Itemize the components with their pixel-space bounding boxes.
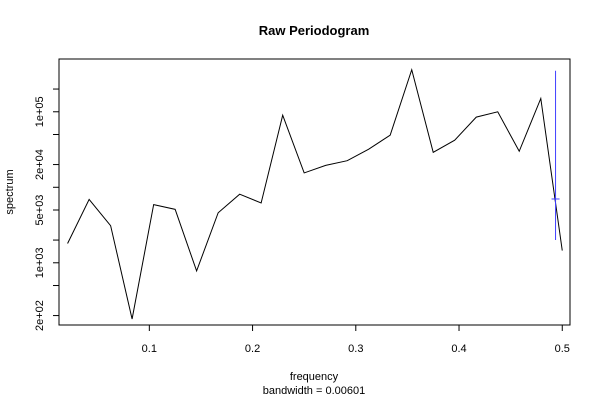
y-axis-label: spectrum bbox=[4, 169, 16, 214]
x-tick-label: 0.2 bbox=[245, 343, 260, 355]
x-tick-label: 0.1 bbox=[142, 343, 157, 355]
y-tick-label: 1e+05 bbox=[34, 96, 46, 127]
x-tick-label: 0.3 bbox=[348, 343, 363, 355]
plot-area-frame bbox=[58, 58, 571, 326]
spectrum-series-line bbox=[67, 68, 563, 320]
y-tick-label: 1e+03 bbox=[34, 247, 46, 278]
y-tick-label: 2e+02 bbox=[34, 300, 46, 331]
chart-title: Raw Periodogram bbox=[259, 23, 370, 38]
confidence-interval-bar bbox=[551, 70, 560, 241]
y-tick-label: 5e+03 bbox=[34, 195, 46, 226]
bandwidth-subtitle: bandwidth = 0.00601 bbox=[263, 385, 365, 397]
y-tick-label: 2e+04 bbox=[34, 149, 46, 180]
x-axis: 0.1 0.2 0.3 0.4 0.5 bbox=[142, 325, 570, 355]
x-tick-label: 0.5 bbox=[555, 343, 570, 355]
y-axis: 2e+02 1e+03 5e+03 2e+04 1e+05 bbox=[34, 88, 59, 331]
x-tick-label: 0.4 bbox=[451, 343, 466, 355]
x-axis-label: frequency bbox=[290, 371, 339, 383]
